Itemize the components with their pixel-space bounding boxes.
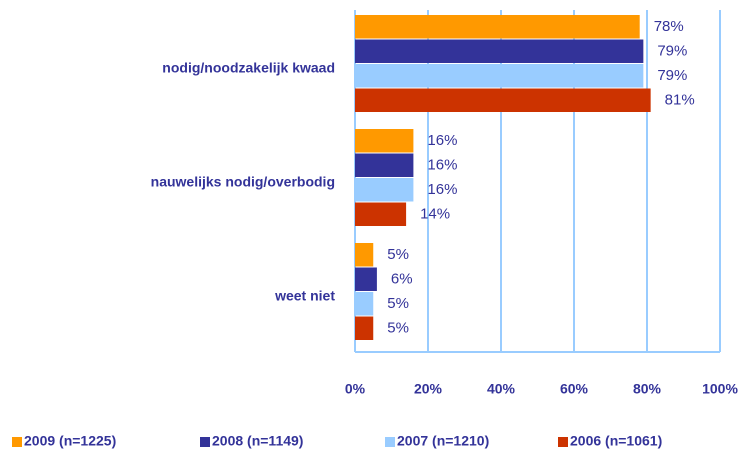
x-tick-label: 100% — [702, 381, 738, 397]
bar — [355, 292, 374, 316]
bar — [355, 267, 377, 291]
x-tick-label: 80% — [633, 381, 662, 397]
value-label: 79% — [657, 67, 687, 84]
value-label: 5% — [387, 320, 409, 337]
bar — [355, 15, 640, 39]
value-label: 5% — [387, 295, 409, 312]
legend-swatch — [200, 437, 210, 447]
value-label: 16% — [427, 132, 457, 149]
x-tick-label: 40% — [487, 381, 516, 397]
legend-swatch — [12, 437, 22, 447]
bar — [355, 129, 414, 153]
bar — [355, 64, 644, 88]
bar — [355, 88, 651, 112]
bar — [355, 153, 414, 177]
legend-label: 2008 (n=1149) — [212, 433, 303, 449]
value-label: 16% — [427, 181, 457, 198]
legend-swatch — [385, 437, 395, 447]
category-label: nauwelijks nodig/overbodig — [151, 174, 335, 190]
x-tick-label: 0% — [345, 381, 366, 397]
legend-label: 2006 (n=1061) — [570, 433, 662, 449]
bar — [355, 178, 414, 202]
x-tick-label: 60% — [560, 381, 589, 397]
value-label: 16% — [427, 157, 457, 174]
x-tick-label: 20% — [414, 381, 443, 397]
value-label: 5% — [387, 246, 409, 263]
category-label: nodig/noodzakelijk kwaad — [162, 60, 335, 76]
value-label: 78% — [654, 18, 684, 35]
legend-label: 2009 (n=1225) — [24, 433, 116, 449]
bar — [355, 202, 407, 226]
legend-label: 2007 (n=1210) — [397, 433, 489, 449]
bar — [355, 316, 374, 340]
value-label: 6% — [391, 271, 413, 288]
value-label: 81% — [665, 92, 695, 109]
legend-swatch — [558, 437, 568, 447]
value-label: 14% — [420, 206, 450, 223]
bar — [355, 243, 374, 267]
bar — [355, 39, 644, 63]
category-label: weet niet — [274, 288, 335, 304]
value-label: 79% — [657, 43, 687, 60]
